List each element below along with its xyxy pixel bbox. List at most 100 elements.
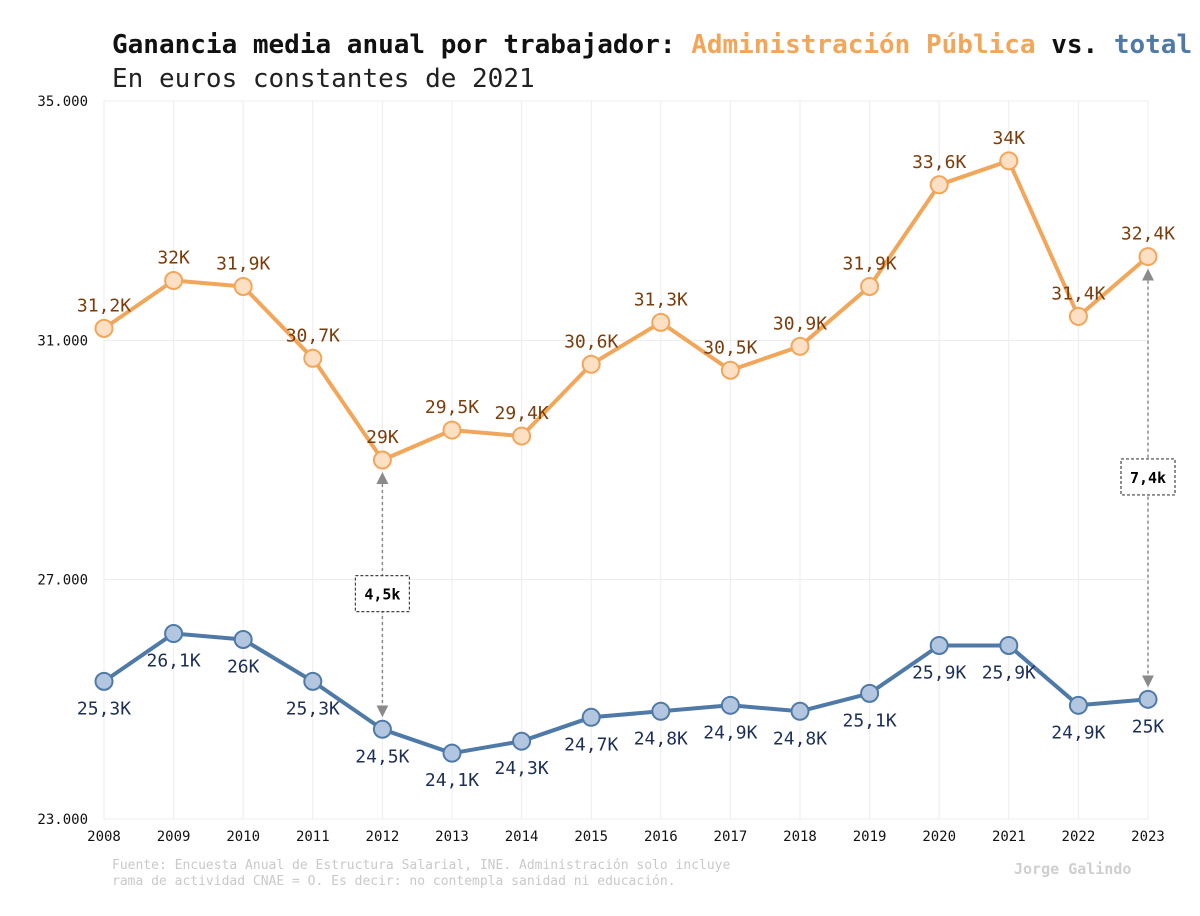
total-point (442, 743, 462, 763)
chart-title-prefix: Ganancia media anual por trabajador: (112, 30, 692, 60)
total-point (1068, 695, 1088, 715)
total-data-label: 24,3K (495, 758, 549, 779)
y-tick-label: 31.000 (37, 333, 88, 349)
total-data-label: 26,1K (147, 651, 201, 672)
source-note: Fuente: Encuesta Anual de Estructura Sal… (112, 858, 730, 890)
admin-data-label: 30,9K (773, 313, 827, 334)
source-note-line-1: Fuente: Encuesta Anual de Estructura Sal… (112, 858, 731, 873)
total-data-label: 25,3K (286, 698, 340, 719)
chart-subtitle: En euros constantes de 2021 (112, 64, 535, 94)
admin-point (860, 276, 880, 296)
y-tick-label: 35.000 (37, 94, 88, 110)
total-point (999, 635, 1019, 655)
x-tick-label: 2022 (1062, 829, 1096, 845)
total-point (303, 671, 323, 691)
total-point (720, 695, 740, 715)
total-point (929, 635, 949, 655)
total-data-label: 25,3K (77, 698, 131, 719)
admin-point (1138, 247, 1158, 267)
total-data-label: 25,9K (982, 662, 1036, 683)
admin-point (233, 276, 253, 296)
total-point (372, 719, 392, 739)
author-credit: Jorge Galindo (1014, 860, 1132, 878)
admin-point (442, 420, 462, 440)
admin-data-label: 30,7K (286, 325, 340, 346)
admin-point (164, 271, 184, 290)
admin-line (102, 158, 1150, 462)
total-data-label: 24,7K (564, 734, 618, 755)
admin-data-label: 29,4K (495, 403, 549, 424)
admin-point (651, 312, 671, 332)
admin-point (372, 450, 392, 470)
x-tick-label: 2019 (853, 829, 887, 845)
admin-data-label: 32,4K (1121, 224, 1175, 245)
admin-point (999, 151, 1019, 171)
total-data-label: 24,1K (425, 770, 479, 791)
total-point (651, 701, 671, 721)
total-data-label: 24,8K (773, 728, 827, 749)
total-point (94, 671, 114, 691)
total-data-label: 24,9K (703, 722, 757, 743)
admin-point (512, 426, 532, 446)
total-data-label: 24,5K (355, 746, 409, 767)
gap-label: 4,5k (364, 586, 400, 604)
admin-data-label: 31,9K (843, 253, 897, 274)
chart-title-admin: Administración Pública (691, 30, 1036, 60)
total-point (581, 707, 601, 727)
admin-point (303, 348, 323, 368)
total-point (164, 624, 184, 644)
admin-point (790, 336, 810, 356)
x-tick-label: 2009 (157, 829, 191, 845)
admin-data-label: 32K (157, 248, 190, 269)
admin-point (929, 175, 949, 195)
admin-point (94, 318, 114, 338)
admin-data-label: 31,3K (634, 289, 688, 310)
admin-data-label: 31,2K (77, 295, 131, 316)
total-data-label: 25K (1132, 716, 1165, 737)
chart-title-total: total (1113, 30, 1193, 60)
x-tick-label: 2020 (922, 829, 956, 845)
total-line (102, 631, 1149, 756)
total-point (1138, 689, 1158, 709)
x-tick-label: 2008 (87, 829, 121, 845)
x-tick-label: 2021 (992, 829, 1026, 845)
total-data-label: 25,1K (843, 710, 897, 731)
total-point (790, 701, 810, 721)
admin-data-label: 31,9K (216, 253, 270, 274)
admin-data-label: 29K (366, 427, 399, 448)
x-tick-label: 2010 (226, 829, 260, 845)
x-tick-label: 2016 (644, 829, 678, 845)
x-tick-label: 2017 (714, 829, 748, 845)
admin-point (720, 360, 740, 380)
x-tick-label: 2015 (574, 829, 608, 845)
gap-label-box (1120, 458, 1176, 496)
total-point (512, 731, 532, 751)
total-data-label: 24,8K (634, 728, 688, 749)
total-data-label: 25,9K (912, 662, 966, 683)
gap-label: 7,4k (1130, 469, 1166, 487)
x-tick-label: 2011 (296, 829, 330, 845)
admin-data-label: 34K (993, 128, 1026, 149)
total-point (233, 630, 253, 649)
admin-data-label: 29,5K (425, 397, 479, 418)
chart-title-mid: vs. (1035, 30, 1114, 60)
total-point (860, 683, 880, 703)
chart-title: Ganancia media anual por trabajador: Adm… (112, 30, 1192, 60)
x-tick-label: 2014 (505, 829, 539, 845)
admin-data-label: 31,4K (1051, 283, 1105, 304)
source-note-line-2: rama de actividad CNAE = O. Es decir: no… (112, 874, 676, 889)
admin-data-label: 33,6K (912, 152, 966, 173)
admin-point (1068, 306, 1088, 326)
gap-label-box (354, 575, 410, 613)
x-tick-label: 2013 (435, 829, 469, 845)
total-data-label: 26K (227, 657, 260, 678)
y-tick-label: 23.000 (37, 812, 88, 828)
x-tick-label: 2018 (783, 829, 817, 845)
x-tick-label: 2023 (1131, 829, 1165, 845)
admin-data-label: 30,6K (564, 331, 618, 352)
admin-data-label: 30,5K (703, 337, 757, 358)
y-tick-label: 27.000 (37, 573, 88, 589)
x-tick-label: 2012 (366, 829, 400, 845)
total-data-label: 24,9K (1051, 722, 1105, 743)
